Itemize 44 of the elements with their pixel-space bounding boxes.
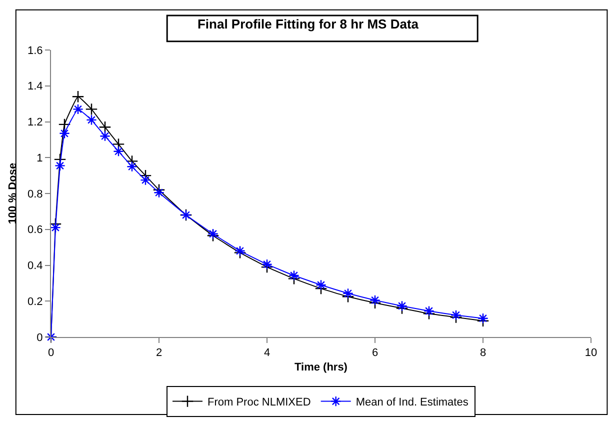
point [154, 187, 164, 198]
y-tick-label: 1.4 [28, 80, 43, 93]
chart-title: Final Profile Fitting for 8 hr MS Data [197, 16, 420, 32]
y-tick-label: 1.2 [28, 116, 43, 129]
y-tick-label: 0.8 [28, 188, 43, 200]
point [113, 146, 124, 157]
x-tick-label: 2 [156, 347, 162, 360]
point [86, 114, 97, 126]
point [450, 310, 462, 321]
point [98, 120, 112, 134]
point [50, 222, 61, 233]
point [424, 306, 434, 316]
y-tick-label: 0 [36, 332, 43, 344]
point [208, 228, 218, 240]
point [72, 104, 84, 115]
point [85, 102, 98, 116]
point [396, 300, 408, 312]
point [478, 312, 488, 324]
x-tick-label: 4 [264, 347, 270, 360]
point [316, 280, 326, 290]
y-tick-label: 1 [36, 152, 43, 164]
legend-label: Mean of Ind. Estimates [356, 396, 469, 409]
y-tick-label: 0.6 [28, 224, 43, 236]
point [234, 246, 246, 256]
point [140, 174, 151, 186]
point [342, 288, 354, 299]
point [72, 90, 84, 103]
point [126, 161, 138, 172]
y-tick-label: 0.4 [28, 260, 43, 272]
point [370, 294, 380, 306]
point [58, 118, 71, 131]
y-tick-label: 0.2 [28, 296, 43, 308]
point [262, 258, 272, 270]
legend-label: From Proc NLMIXED [208, 396, 311, 409]
point [59, 128, 70, 139]
point [54, 160, 66, 172]
x-tick-label: 10 [584, 347, 598, 360]
x-tick-label: 6 [372, 347, 378, 360]
point [100, 130, 110, 142]
x-tick-label: 0 [48, 347, 54, 360]
x-tick-label: 8 [480, 347, 486, 360]
x-axis-title: Time (hrs) [294, 361, 348, 374]
y-tick-label: 1.6 [28, 44, 43, 57]
point [288, 270, 300, 281]
